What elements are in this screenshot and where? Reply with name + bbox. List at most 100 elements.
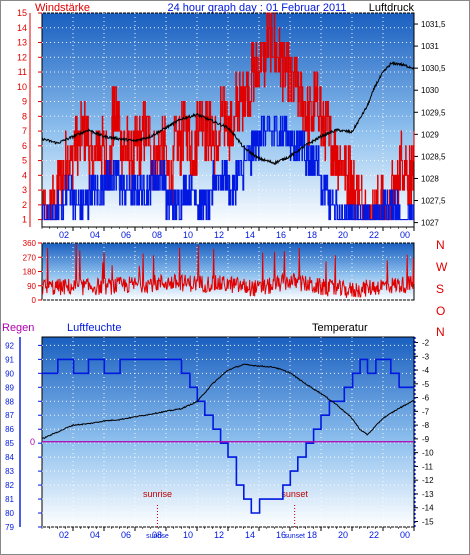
x-tick-label-2: 04	[90, 530, 100, 540]
y-left-tick-label: 92	[5, 341, 14, 350]
x-tick-label-5: 10	[183, 230, 193, 240]
y-right-tick-label: 1027,5	[421, 197, 446, 206]
y-right-tick-label: 1031	[421, 42, 439, 51]
y-right-tick-label: -15	[422, 517, 434, 526]
y-left-tick-label: 8	[22, 111, 27, 121]
series-humidity	[42, 358, 414, 514]
x-tick-label-12: 00	[400, 530, 410, 540]
y-right-tick-label: -7	[422, 407, 430, 416]
y-left-tick-label: 89	[5, 383, 14, 392]
sun-marker-label-1: sunset	[281, 489, 308, 499]
regen-zero-label: 0	[30, 437, 35, 447]
panel-wind-pressure: 02 04 06 08 10 12 14 16 18 20 22 001234567891011121…	[17, 8, 446, 240]
compass-label-0: N	[436, 238, 445, 252]
x-tick-label-8: 16	[276, 230, 286, 240]
y-left-tick-label: 86	[5, 425, 14, 434]
y-left-tick-label: 1	[22, 215, 27, 225]
x-tick-label-6: 12	[214, 530, 224, 540]
y-right-tick-label: -11	[422, 462, 434, 471]
y-left-tick-label: 360	[23, 239, 37, 248]
y-left-tick-label: 180	[23, 268, 37, 277]
y-left-tick-label: 3	[22, 185, 27, 195]
series-pressure-line	[41, 60, 415, 166]
label-luftfeuchte: Luftfeuchte	[67, 322, 121, 334]
y-right-tick-label: 1030,5	[421, 64, 446, 73]
y-right-tick-label: -3	[422, 352, 430, 361]
compass-label-1: W	[436, 260, 448, 274]
y-right-tick-label: -13	[422, 490, 434, 499]
series-blue-wind	[41, 115, 415, 221]
sun-marker-label-0: sunrise	[143, 489, 172, 499]
y-right-tick-label: -2	[422, 339, 430, 348]
x-tick-label-4: 08	[152, 230, 162, 240]
bot-axes: 02 04 06 08 10 12 14 16 18 20 22 00 79 80 81 82 83 84 85 86…	[5, 337, 434, 540]
y-left-tick-label: 81	[5, 495, 14, 504]
y-left-tick-label: 87	[5, 411, 14, 420]
y-left-tick-label: 11	[18, 67, 27, 77]
y-left-tick-label: 5	[22, 156, 27, 166]
y-right-tick-label: -5	[422, 380, 430, 389]
y-right-tick-label: -6	[422, 394, 430, 403]
y-left-tick-label: 10	[17, 82, 27, 92]
header-title: 24 hour graph day : 01 Februar 2011	[168, 2, 347, 14]
mid-series	[41, 244, 415, 298]
top-series	[41, 12, 415, 221]
y-left-tick-label: 83	[5, 467, 14, 476]
y-right-tick-label: 1027	[421, 219, 439, 228]
x-tick-label-5: 10	[183, 530, 193, 540]
y-right-tick-label: -12	[422, 476, 434, 485]
y-left-tick-label: 14	[17, 23, 27, 33]
x-tick-label-1: 02	[59, 530, 69, 540]
y-right-tick-label: 1030	[421, 86, 439, 95]
x-tick-label-10: 20	[338, 530, 348, 540]
x-tick-label-7: 14	[245, 530, 255, 540]
x-tick-label-4: 08	[152, 530, 162, 540]
x-tick-label-11: 22	[369, 230, 379, 240]
y-left-tick-label: 0	[32, 296, 37, 305]
compass-label-4: N	[436, 325, 445, 339]
x-tick-label-7: 14	[245, 230, 255, 240]
y-left-tick-label: 4	[22, 170, 27, 180]
y-right-tick-label: 1029,5	[421, 108, 446, 117]
x-tick-label-10: 20	[338, 230, 348, 240]
y-left-tick-label: 270	[23, 253, 37, 262]
x-tick-label-2: 04	[90, 230, 100, 240]
x-tick-label-9: 18	[307, 530, 317, 540]
y-right-tick-label: -10	[422, 449, 434, 458]
label-temperatur: Temperatur	[312, 322, 368, 334]
y-left-tick-label: 90	[27, 282, 36, 291]
y-right-tick-label: -9	[422, 435, 430, 444]
y-left-tick-label: 15	[17, 8, 27, 18]
y-right-tick-label: 1031,5	[421, 20, 446, 29]
y-right-tick-label: 1028,5	[421, 152, 446, 161]
top-axes: 02 04 06 08 10 12 14 16 18 20 22 001234567891011121…	[17, 8, 446, 240]
compass-label-2: S	[436, 282, 444, 296]
series-temperature	[41, 363, 415, 439]
sun-axis-label-1: sunset	[284, 533, 305, 540]
y-left-tick-label: 9	[22, 97, 27, 107]
x-tick-label-6: 12	[214, 230, 224, 240]
compass-label-3: O	[436, 304, 445, 318]
x-tick-label-3: 06	[121, 230, 131, 240]
y-left-tick-label: 79	[5, 523, 14, 532]
y-right-tick-label: 1028	[421, 174, 439, 183]
y-right-tick-label: 1029	[421, 130, 439, 139]
y-left-tick-label: 7	[22, 126, 27, 136]
panel-humidity-temperature: 02 04 06 08 10 12 14 16 18 20 22 00 79 80 81 82 83 84 85 86…	[5, 336, 434, 540]
y-right-tick-label: -14	[422, 504, 434, 513]
y-left-tick-label: 2	[22, 200, 27, 210]
header-pressure-label: Luftdruck	[369, 2, 415, 14]
y-right-tick-label: -4	[422, 366, 430, 375]
x-tick-label-9: 18	[307, 230, 317, 240]
sun-axis-label-0: sunrise	[146, 533, 169, 540]
y-left-tick-label: 85	[5, 439, 14, 448]
y-left-tick-label: 12	[17, 52, 27, 62]
y-left-tick-label: 90	[5, 369, 14, 378]
y-left-tick-label: 6	[22, 141, 27, 151]
y-right-tick-label: -8	[422, 421, 430, 430]
series-red-wind	[41, 12, 415, 221]
header-wind-label: Windstärke	[35, 2, 90, 14]
